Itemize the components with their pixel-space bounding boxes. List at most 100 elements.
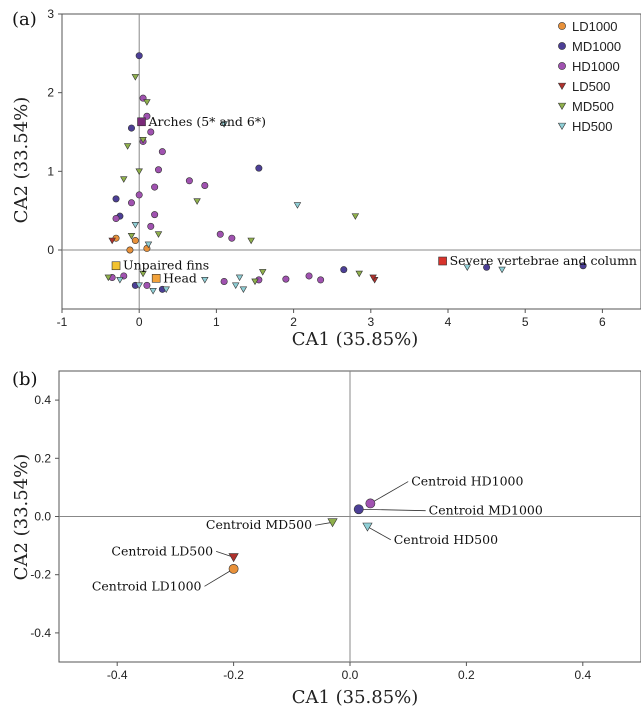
panel-b-centroids [228,498,376,574]
point-hd1000 [158,148,166,156]
annotation-marker [438,256,447,266]
point-hd1000 [185,177,193,185]
y-tick-label: 0.0 [34,510,51,524]
point-hd1000 [220,277,228,285]
point-hd500 [239,286,248,293]
leader-line [204,568,234,587]
centroid-marker [228,553,239,563]
y-tick-label: -0.4 [30,626,51,640]
point-hd1000 [147,128,155,136]
y-tick-label: 0 [47,243,54,257]
point-md500 [355,270,363,278]
point-hd500 [463,264,472,271]
legend-label: LD500 [572,79,610,94]
x-tick-label: 0.4 [574,668,591,682]
centroid-label: Centroid LD1000 [92,578,202,593]
y-tick-label: 0.4 [34,393,51,407]
point-md500 [139,137,147,144]
point-hd1000 [305,272,313,280]
point-ld500 [369,274,377,282]
point-hd500 [498,266,506,274]
x-tick-label: 0.0 [342,668,359,682]
annotation-label: Severe vertebrae and column [450,253,637,268]
leader-line [315,521,333,526]
panel-b-x-ticks: -0.4 -0.2 0.0 0.2 0.4 [107,662,591,682]
point-md500 [135,168,143,175]
point-md500 [193,198,201,205]
point-md1000 [112,195,120,203]
point-md500 [251,278,259,286]
point-md500 [351,213,360,220]
point-hd1000 [151,183,159,191]
centroid-label: Centroid MD1000 [429,503,543,518]
legend-marker-hd1000 [558,62,566,70]
point-md500 [104,274,113,282]
legend-marker-ld1000 [558,22,566,30]
centroid-marker [362,522,373,532]
y-tick-label: 3 [47,7,54,21]
panel-b-zero-lines [59,371,641,662]
panel-b-y-ticks: -0.4 -0.2 0.0 0.2 0.4 [30,393,59,640]
point-md500 [247,237,255,245]
point-hd1000 [201,181,209,189]
point-hd500 [116,277,124,284]
panel-b-x-axis-label: CA1 (35.85%) [292,687,419,708]
x-tick-label: 5 [522,315,529,329]
point-hd500 [144,241,153,249]
point-hd1000 [147,222,155,230]
legend-label: MD500 [572,99,614,114]
panel-a-label: (a) [12,9,37,30]
point-ld1000 [126,246,134,254]
y-tick-label: -0.2 [30,568,51,582]
centroid-label: Centroid LD500 [111,543,213,558]
point-md500 [131,74,140,81]
point-md500 [127,232,136,240]
point-hd1000 [155,166,163,174]
point-md1000 [127,124,135,132]
x-tick-label: 6 [599,315,606,329]
point-ld1000 [131,237,139,245]
point-md500 [139,270,147,278]
point-hd1000 [127,199,135,207]
panel-a-zero-lines [62,14,641,309]
panel-a-x-axis-label: CA1 (35.85%) [292,329,419,350]
point-hd1000 [135,191,143,199]
x-tick-label: -0.4 [107,668,128,682]
point-hd500 [162,286,170,293]
point-md1000 [340,266,348,274]
legend-marker-md1000 [558,42,566,50]
point-hd1000 [228,234,236,242]
point-hd1000 [317,276,325,284]
point-md1000 [483,263,491,271]
point-md500 [143,99,151,106]
panel-a-y-ticks: 0 1 2 3 [47,7,62,257]
point-md1000 [255,164,263,172]
x-tick-label: 1 [213,315,220,329]
panel-a-y-axis-label: CA2 (33.54%) [11,97,32,224]
point-md1000 [579,262,587,270]
x-tick-label: 3 [367,315,374,329]
panel-a-x-ticks: -1 0 1 2 3 4 5 6 [57,309,606,329]
centroid-label: Centroid HD500 [394,532,498,547]
centroid-marker [353,504,364,515]
legend: LD1000 MD1000 HD1000 LD500 MD500 HD500 [557,19,621,134]
panel-b: (b) -0.4 -0.2 0.0 0.2 0.4 -0.4-0.20.00.20.4 … [11,369,641,708]
panel-b-label: (b) [12,369,38,390]
point-hd500 [235,274,244,282]
x-tick-label: 2 [290,315,297,329]
panel-a-frame [61,13,641,310]
leader-line [367,526,391,541]
annotation-label: Arches (5* and 6*) [148,114,266,129]
annotation-label: Head [163,270,197,285]
x-tick-label: -0.2 [223,668,244,682]
point-md500 [120,176,128,183]
x-tick-label: 4 [445,315,452,329]
point-hd500 [135,282,143,290]
panel-b-leader-lines [204,481,426,587]
point-hd500 [293,202,302,209]
legend-label: HD500 [572,119,612,134]
point-md500 [154,231,163,238]
centroid-marker [327,518,338,528]
legend-marker-ld500 [557,82,567,91]
